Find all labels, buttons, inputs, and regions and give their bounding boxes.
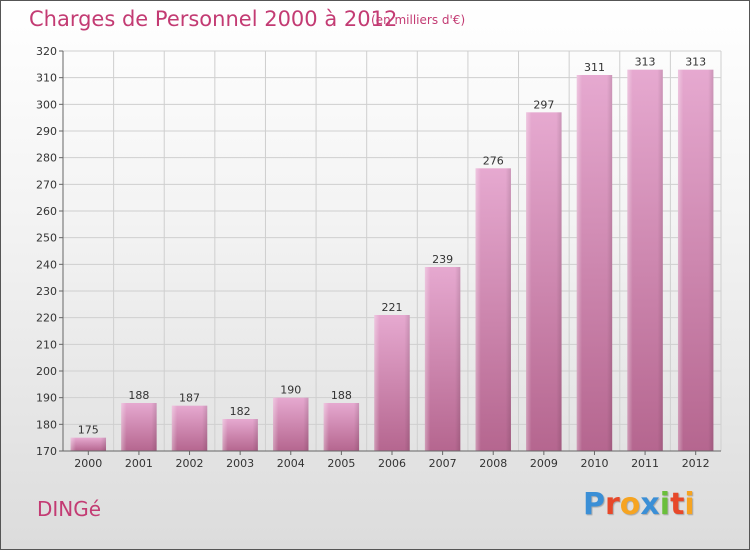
data-label: 311 [584, 61, 605, 74]
logo-letter: x [640, 487, 660, 522]
y-tick-label: 290 [36, 125, 57, 138]
proxiti-logo[interactable]: Proxiti [583, 487, 695, 522]
y-tick-label: 210 [36, 338, 57, 351]
logo-letter: o [619, 487, 641, 522]
y-tick-label: 190 [36, 392, 57, 405]
data-label: 276 [483, 154, 504, 167]
y-tick-label: 310 [36, 72, 57, 85]
y-tick-label: 230 [36, 285, 57, 298]
data-label: 313 [635, 56, 656, 69]
y-tick-label: 320 [36, 45, 57, 58]
bars: 175 188 187 182 190 188 221 239 276 297 311 313 313 [70, 56, 714, 452]
bar-shading [273, 397, 309, 451]
logo-letter: t [670, 487, 685, 522]
logo-letter: P [583, 487, 605, 522]
data-label: 175 [78, 424, 99, 437]
bar-shading [171, 405, 208, 451]
bar-shading [627, 69, 663, 452]
bar-shading [222, 419, 258, 451]
logo-letter: r [605, 487, 620, 522]
y-tick-label: 260 [36, 205, 57, 218]
bar-shading [323, 403, 360, 451]
y-tick-label: 180 [36, 418, 57, 431]
x-tick-label: 2004 [277, 457, 305, 470]
x-tick-label: 2005 [327, 457, 355, 470]
x-tick-label: 2012 [682, 457, 710, 470]
data-label: 188 [331, 389, 352, 402]
data-label: 239 [432, 253, 453, 266]
y-tick-label: 240 [36, 258, 57, 271]
x-tick-label: 2010 [580, 457, 608, 470]
logo-letter: i [659, 487, 671, 522]
x-tick-label: 2008 [479, 457, 507, 470]
bar-shading [374, 315, 410, 451]
x-tick-label: 2007 [429, 457, 457, 470]
y-tick-label: 280 [36, 152, 57, 165]
y-tick-label: 300 [36, 98, 57, 111]
data-label: 297 [533, 98, 554, 111]
data-label: 313 [685, 56, 706, 69]
y-tick-label: 270 [36, 178, 57, 191]
x-tick-label: 2002 [176, 457, 204, 470]
bar-shading [576, 75, 613, 451]
logo-letter: i [684, 487, 695, 522]
chart-subtitle: (en milliers d'€) [371, 13, 466, 27]
chart-title: Charges de Personnel 2000 à 2012 [29, 7, 398, 31]
x-tick-label: 2011 [631, 457, 659, 470]
data-label: 187 [179, 392, 200, 405]
y-tick-label: 200 [36, 365, 57, 378]
bar-shading [475, 168, 511, 452]
x-tick-label: 2000 [74, 457, 102, 470]
y-tick-label: 170 [36, 445, 57, 458]
bar-shading [526, 112, 562, 451]
bar-shading [424, 267, 461, 451]
x-tick-label: 2006 [378, 457, 406, 470]
bar-shading [121, 403, 157, 451]
bar-shading [677, 69, 714, 452]
data-label: 182 [230, 405, 251, 418]
data-label: 190 [280, 384, 301, 397]
x-tick-label: 2009 [530, 457, 558, 470]
y-tick-label: 220 [36, 312, 57, 325]
y-tick-label: 250 [36, 232, 57, 245]
data-label: 221 [382, 301, 403, 314]
city-name: DINGé [37, 497, 102, 521]
axes: 170 180 190 200 210 220 230 240 250 260 270 280 290 3… [36, 45, 721, 470]
data-label: 188 [128, 389, 149, 402]
x-tick-label: 2001 [125, 457, 153, 470]
x-tick-label: 2003 [226, 457, 254, 470]
bar-shading [70, 437, 107, 451]
